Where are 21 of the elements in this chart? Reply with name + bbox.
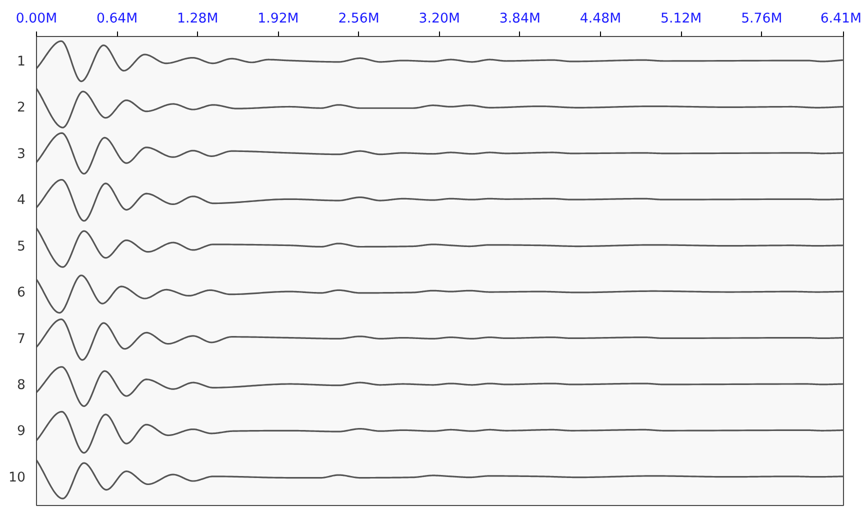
y-tick-label: 5 bbox=[17, 239, 26, 254]
x-tick-label: 1.92M bbox=[258, 12, 299, 26]
y-tick-label: 2 bbox=[17, 100, 26, 116]
y-tick-label: 4 bbox=[17, 193, 26, 208]
x-tick-label: 3.20M bbox=[418, 12, 460, 26]
y-tick-label: 10 bbox=[8, 470, 26, 486]
x-tick-label: 6.41M bbox=[820, 12, 861, 26]
y-tick-label: 7 bbox=[17, 332, 26, 347]
y-tick-label: 6 bbox=[17, 286, 26, 301]
y-tick-label: 3 bbox=[17, 146, 26, 162]
x-tick-label: 4.48M bbox=[580, 12, 622, 26]
x-tick-label: 1.28M bbox=[177, 12, 218, 26]
x-tick-label: 5.12M bbox=[660, 12, 702, 26]
x-tick-label: 0.00M bbox=[16, 12, 58, 26]
x-tick-label: 0.64M bbox=[96, 12, 138, 26]
x-tick-label: 3.84M bbox=[499, 12, 541, 26]
y-tick-label: 8 bbox=[17, 378, 26, 393]
x-tick-label: 2.56M bbox=[338, 12, 380, 26]
y-tick-label: 9 bbox=[17, 424, 26, 440]
x-tick-label: 5.76M bbox=[741, 12, 782, 26]
y-tick-label: 1 bbox=[17, 54, 26, 70]
